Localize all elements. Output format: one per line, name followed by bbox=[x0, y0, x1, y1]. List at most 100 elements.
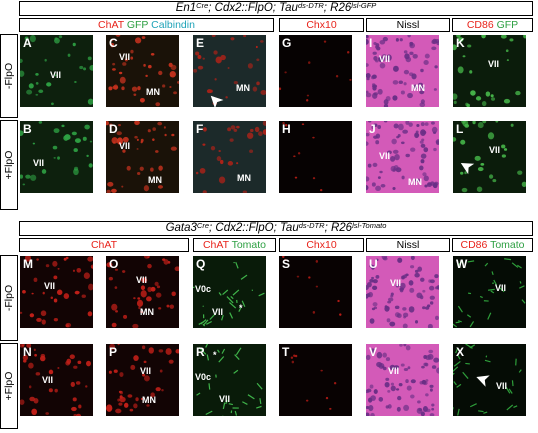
region-label: MN bbox=[142, 395, 156, 405]
micrograph-texture bbox=[106, 256, 179, 328]
panel-t: T bbox=[279, 344, 352, 416]
region-label: VII bbox=[495, 283, 507, 293]
top-header-chx10: Chx10 bbox=[279, 18, 364, 32]
micrograph-texture bbox=[453, 35, 526, 107]
bottom-header-chat: ChAT bbox=[19, 238, 189, 252]
bottom-row-plus-flpo-text: +FlpO bbox=[3, 371, 15, 401]
panel-letter: V bbox=[369, 345, 378, 359]
micrograph-texture bbox=[366, 256, 439, 328]
top-genotype-heading: En1Cre; Cdx2::FlpO; Tauds-DTR; R26lsl-GF… bbox=[19, 1, 533, 16]
panel-letter: H bbox=[282, 122, 291, 136]
region-label: * bbox=[239, 303, 243, 313]
micrograph-texture bbox=[193, 256, 266, 328]
bottom-genotype-superscript: ds-DTR bbox=[298, 221, 325, 230]
panel-letter: F bbox=[196, 122, 204, 136]
panel-letter: K bbox=[456, 36, 465, 50]
top-row-plus-flpo-text: +FlpO bbox=[3, 150, 15, 180]
top-genotype-superscript: ds-DTR bbox=[297, 1, 324, 10]
bottom-header-cd86-tomato: CD86 Tomato bbox=[452, 238, 533, 252]
top-header-nissl: Nissl bbox=[366, 18, 450, 32]
region-label: V0c bbox=[195, 372, 212, 382]
header-stain-label: ChAT bbox=[98, 19, 124, 31]
panel-s: S bbox=[279, 256, 352, 328]
region-label: VII bbox=[44, 281, 56, 291]
bottom-genotype-superscript: Cre bbox=[196, 221, 210, 230]
region-label: VII bbox=[219, 394, 231, 404]
panel-letter: U bbox=[369, 257, 378, 271]
bottom-row-minus-flpo-text: -FlpO bbox=[3, 284, 15, 312]
micrograph-texture bbox=[279, 121, 352, 193]
bottom-row-minus-flpo-label: -FlpO bbox=[0, 255, 18, 341]
header-stain-label: CD86 bbox=[466, 19, 494, 31]
region-label: VII bbox=[496, 381, 508, 391]
bottom-genotype-part: ; R26 bbox=[324, 222, 353, 234]
panel-w: W VII bbox=[453, 256, 526, 328]
header-stain-label: Tomato bbox=[487, 239, 525, 251]
panel-letter: C bbox=[109, 36, 118, 50]
arrowhead-icon bbox=[210, 95, 224, 109]
panel-letter: R bbox=[196, 345, 205, 359]
bottom-row-plus-flpo-label: +FlpO bbox=[0, 343, 18, 429]
top-row-minus-flpo-text: -FlpO bbox=[3, 62, 15, 90]
panel-k: K VII bbox=[453, 35, 526, 107]
region-label: VII bbox=[33, 158, 45, 168]
region-label: VII bbox=[390, 278, 402, 288]
micrograph-texture bbox=[453, 121, 526, 193]
panel-c: C VII MN bbox=[106, 35, 179, 107]
micrograph-texture bbox=[279, 35, 352, 107]
header-stain-label: ChAT bbox=[90, 239, 118, 251]
micrograph-texture bbox=[106, 35, 179, 107]
panel-a: A VII bbox=[20, 35, 93, 107]
region-label: VII bbox=[379, 151, 391, 161]
region-label: MN bbox=[146, 87, 160, 97]
top-row-minus-flpo-label: -FlpO bbox=[0, 34, 18, 118]
region-label: * bbox=[213, 350, 217, 360]
header-stain-label: Chx10 bbox=[306, 239, 337, 251]
micrograph-texture bbox=[193, 344, 266, 416]
region-label: MN bbox=[237, 173, 251, 183]
panel-h: H bbox=[279, 121, 352, 193]
top-genotype-part: En1 bbox=[175, 2, 197, 14]
panel-letter: M bbox=[23, 257, 33, 271]
micrograph-texture bbox=[279, 344, 352, 416]
panel-i: I VII MN bbox=[366, 35, 439, 107]
panel-d: D VII MN bbox=[106, 121, 179, 193]
region-label: MN bbox=[408, 177, 422, 187]
micrograph-texture bbox=[279, 256, 352, 328]
region-label: V0c bbox=[195, 284, 212, 294]
panel-q: Q V0c VII * bbox=[193, 256, 266, 328]
top-header-cd86-gfp: CD86 GFP bbox=[452, 18, 533, 32]
panel-p: P VII MN bbox=[106, 344, 179, 416]
top-header-chat-gfp-calbindin: ChAT GFP Calbindin bbox=[19, 18, 274, 32]
panel-letter: I bbox=[369, 36, 373, 50]
panel-r: R * V0c VII bbox=[193, 344, 266, 416]
bottom-header-chat-tomato: ChAT Tomato bbox=[193, 238, 276, 252]
header-stain-label: Nissl bbox=[396, 239, 420, 251]
region-label: VII bbox=[136, 275, 148, 285]
panel-letter: P bbox=[109, 345, 118, 359]
panel-letter: D bbox=[109, 122, 118, 136]
top-genotype-part: ; R26 bbox=[323, 2, 352, 14]
header-stain-label: Calbindin bbox=[148, 19, 195, 31]
top-genotype-superscript: lsl-GFP bbox=[351, 1, 377, 10]
micrograph-texture bbox=[453, 344, 526, 416]
arrowhead-icon bbox=[476, 375, 490, 387]
bottom-header-chx10: Chx10 bbox=[279, 238, 364, 252]
panel-letter: J bbox=[369, 122, 376, 136]
panel-letter: G bbox=[282, 36, 292, 50]
bottom-genotype-part: ; Cdx2::FlpO; Tau bbox=[209, 222, 299, 234]
region-label: MN bbox=[411, 83, 425, 93]
panel-letter: Q bbox=[196, 257, 206, 271]
panel-e: E MN bbox=[193, 35, 266, 107]
micrograph-texture bbox=[20, 256, 93, 328]
panel-letter: O bbox=[109, 257, 119, 271]
region-label: VII bbox=[488, 59, 500, 69]
panel-b: B VII bbox=[20, 121, 93, 193]
top-row-plus-flpo-label: +FlpO bbox=[0, 120, 18, 210]
region-label: VII bbox=[140, 366, 152, 376]
arrowhead-icon bbox=[460, 163, 475, 175]
micrograph-texture bbox=[366, 35, 439, 107]
panel-g: G bbox=[279, 35, 352, 107]
header-stain-label: ChAT bbox=[202, 239, 229, 251]
region-label: VII bbox=[119, 52, 131, 62]
